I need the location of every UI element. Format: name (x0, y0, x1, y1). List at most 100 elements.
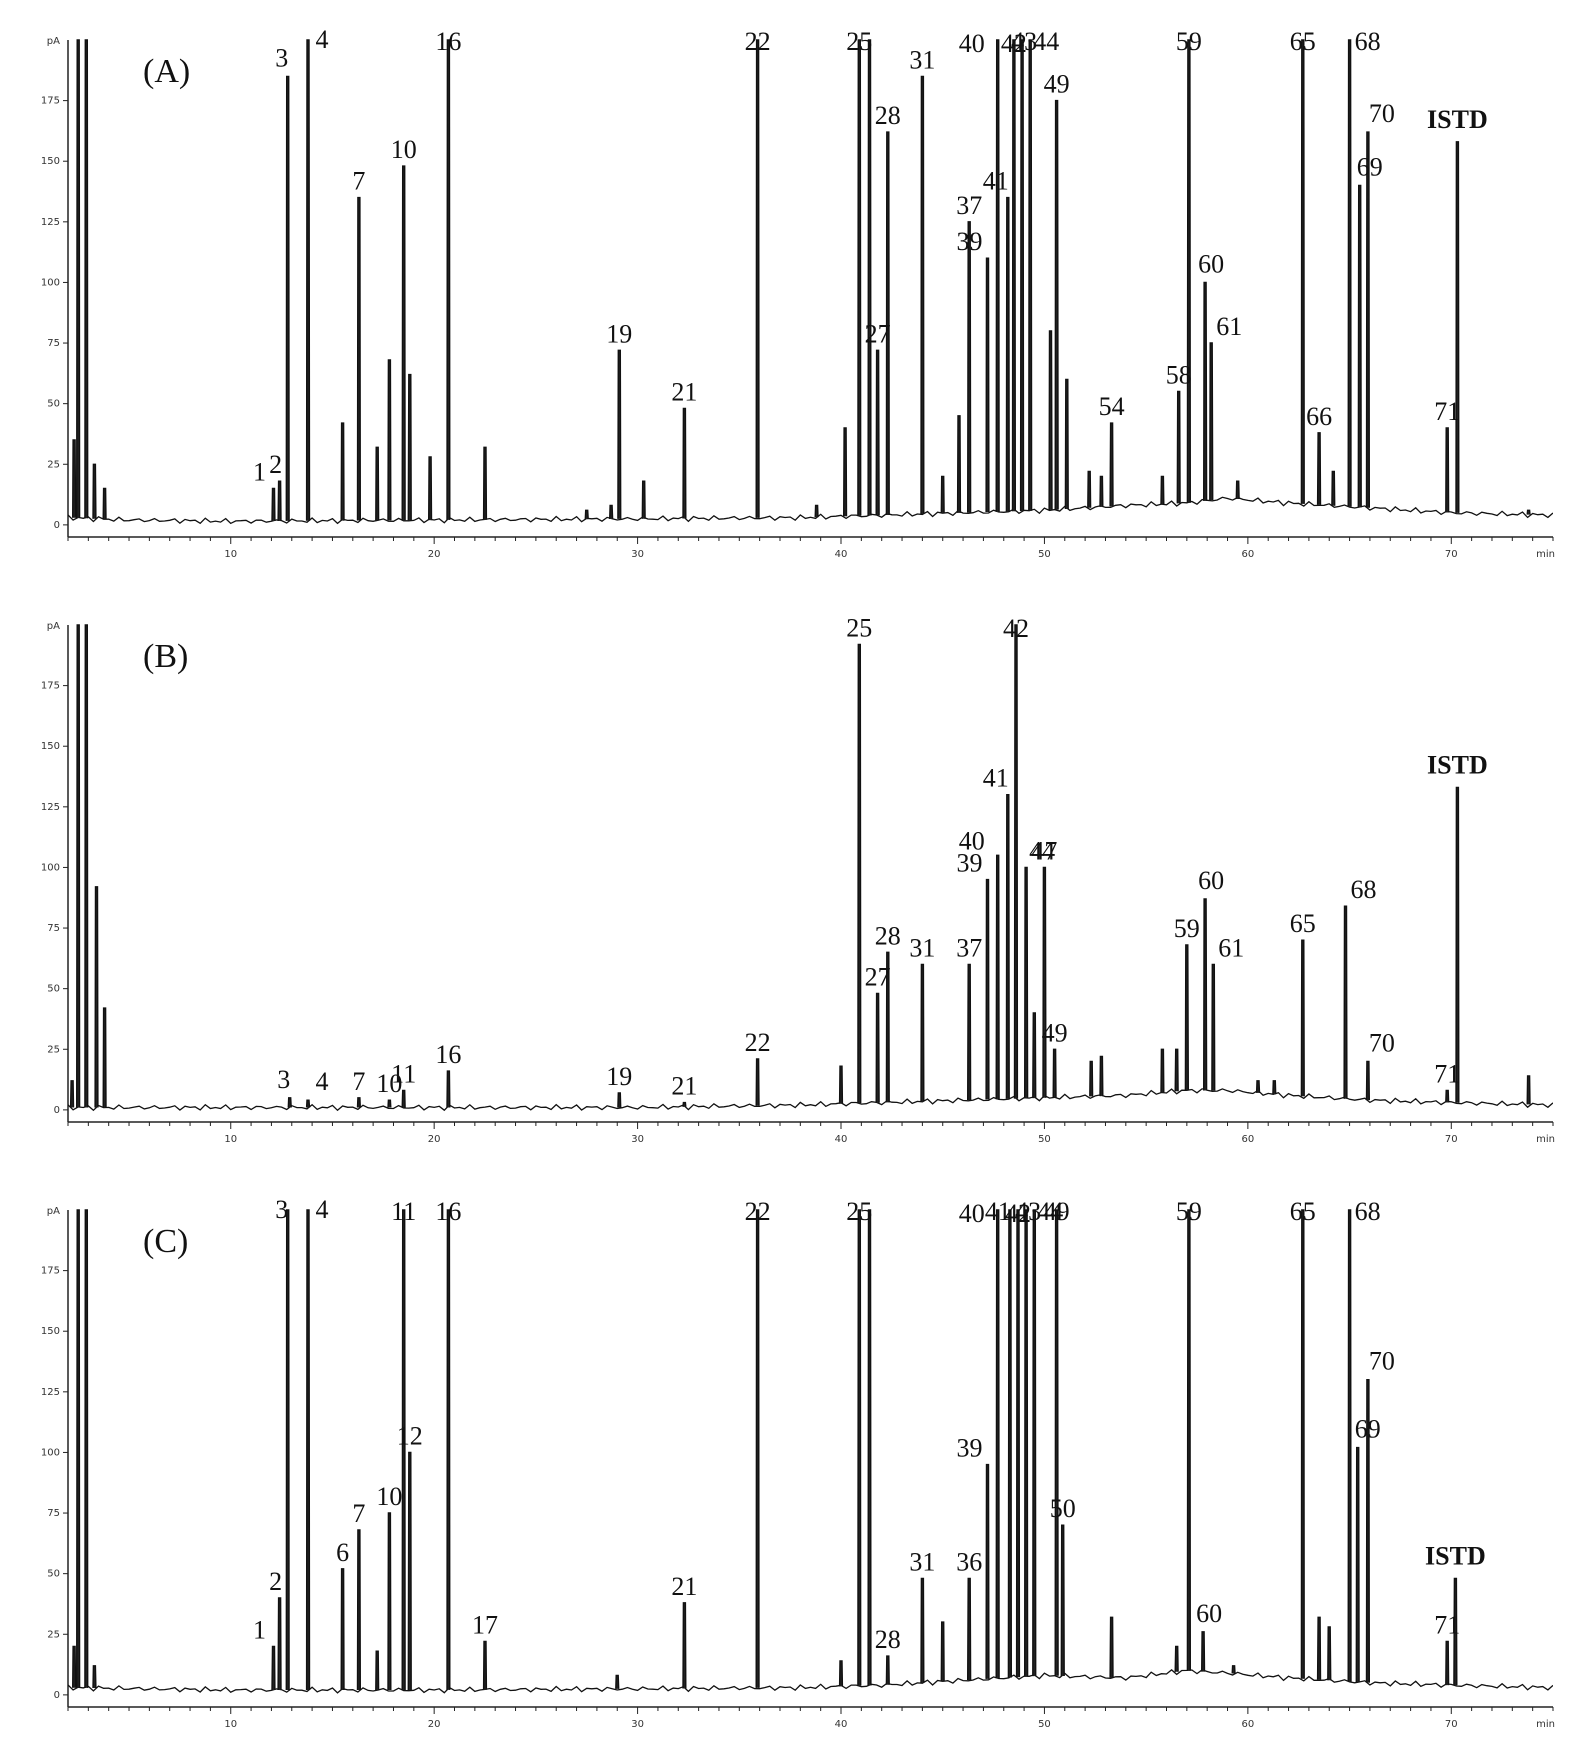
peak (1005, 196, 1010, 512)
peak (1186, 1209, 1191, 1671)
panel-label: (B) (143, 638, 188, 675)
peak (1174, 1048, 1179, 1092)
peak (985, 1463, 990, 1679)
peak (875, 992, 880, 1103)
peak (1343, 905, 1348, 1099)
peak (1099, 1055, 1104, 1097)
peak (682, 1602, 687, 1689)
panel-label: (C) (143, 1223, 188, 1260)
peak (885, 951, 890, 1103)
peak-label: 70 (1369, 99, 1395, 128)
peak (995, 39, 1000, 512)
y-axis-unit: pA (47, 1206, 60, 1217)
peak-label: 7 (352, 1067, 365, 1096)
peak-label: 12 (397, 1421, 423, 1450)
baseline-trace (68, 1669, 1553, 1694)
peak (1455, 141, 1460, 513)
peak (1048, 330, 1053, 511)
peak (682, 407, 687, 519)
peak (305, 39, 311, 521)
peak (1526, 509, 1531, 515)
peak (1365, 1060, 1370, 1101)
peak-label: 39 (957, 849, 983, 878)
peak-label: 37 (956, 933, 982, 962)
panel-label: (A) (143, 53, 190, 90)
peak (1255, 1080, 1261, 1093)
peak (340, 422, 345, 521)
peak (920, 75, 925, 515)
peak-label: 3 (275, 43, 288, 72)
peak-label: 61 (1218, 933, 1244, 962)
peak (482, 1640, 488, 1690)
peak-label: 39 (957, 1434, 983, 1463)
peak-label: 59 (1176, 27, 1202, 56)
peak (956, 415, 962, 513)
peak-label: 11 (391, 1197, 416, 1226)
peak (1042, 866, 1047, 1098)
peak-label: 40 (959, 29, 985, 58)
peak (857, 643, 862, 1104)
peak (387, 1512, 392, 1691)
peak-label: 10 (376, 1069, 402, 1098)
peak-label: 22 (745, 27, 771, 56)
peak (940, 1621, 945, 1682)
peak (1203, 898, 1208, 1091)
peak (755, 39, 760, 518)
peak (1060, 1524, 1065, 1677)
peak (84, 39, 89, 519)
peak (920, 963, 925, 1102)
peak (102, 487, 107, 520)
peak-label: 21 (671, 1072, 697, 1101)
peak (1455, 786, 1460, 1103)
y-tick-label: 0 (54, 1690, 60, 1701)
peak (76, 39, 81, 519)
peak (1184, 944, 1189, 1091)
peak (1015, 1209, 1021, 1678)
peak (857, 39, 862, 516)
peak (1272, 1080, 1277, 1095)
peak-label: 3 (277, 1065, 290, 1094)
y-tick-label: 125 (41, 802, 60, 813)
peak (920, 1577, 925, 1683)
peak (967, 221, 972, 513)
peak (305, 1209, 311, 1691)
peak-label: 41 (985, 1197, 1011, 1226)
peak (1024, 866, 1029, 1099)
peak-label: 60 (1196, 1599, 1222, 1628)
peak-label: 71 (1434, 397, 1460, 426)
peak (1445, 1089, 1450, 1103)
peak-label: 7 (352, 167, 365, 196)
peak-label: 68 (1351, 875, 1377, 904)
peak (1032, 1209, 1037, 1677)
x-tick-label: 20 (428, 1134, 441, 1145)
peak (1211, 963, 1216, 1091)
peak-label: 39 (957, 227, 983, 256)
peak (84, 1209, 89, 1688)
peak (857, 1209, 862, 1686)
peak-label: 41 (983, 764, 1009, 793)
x-tick-label: 50 (1038, 549, 1051, 560)
y-tick-label: 125 (41, 1387, 60, 1398)
peak (1445, 1640, 1450, 1686)
peak-label: 1 (253, 458, 266, 487)
peak (356, 1097, 361, 1108)
peak (1099, 475, 1104, 507)
peak (340, 1568, 345, 1691)
y-tick-label: 75 (47, 1508, 60, 1519)
peak (1300, 939, 1305, 1097)
peak (69, 1080, 75, 1108)
peak (305, 1099, 311, 1108)
peak-label: 68 (1355, 27, 1381, 56)
y-axis-unit: pA (47, 36, 60, 47)
x-axis-unit: min (1536, 1134, 1555, 1145)
y-tick-label: 175 (41, 96, 60, 107)
peak (401, 1209, 406, 1691)
y-tick-label: 50 (47, 984, 60, 995)
peak (1160, 475, 1165, 505)
peak (875, 349, 880, 516)
peak-label: 25 (846, 27, 872, 56)
peak-label: 16 (435, 1040, 461, 1069)
peak-label: 36 (956, 1548, 982, 1577)
x-tick-label: 20 (428, 1719, 441, 1730)
peak (401, 1089, 406, 1108)
